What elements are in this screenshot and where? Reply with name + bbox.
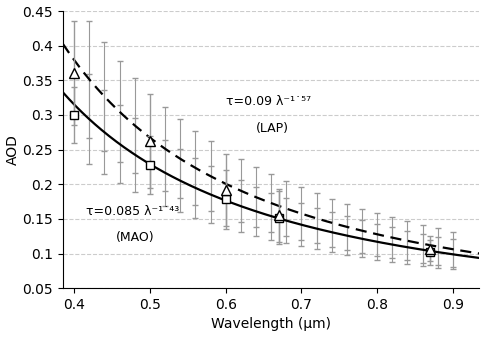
Text: τ=0.09 λ⁻¹˙⁵⁷: τ=0.09 λ⁻¹˙⁵⁷ bbox=[225, 95, 310, 108]
Text: τ=0.085 λ⁻¹˙⁴³: τ=0.085 λ⁻¹˙⁴³ bbox=[85, 206, 179, 218]
Text: (LAP): (LAP) bbox=[256, 122, 288, 135]
Text: (MAO): (MAO) bbox=[116, 231, 154, 244]
X-axis label: Wavelength (μm): Wavelength (μm) bbox=[211, 317, 331, 332]
Y-axis label: AOD: AOD bbox=[5, 134, 19, 165]
